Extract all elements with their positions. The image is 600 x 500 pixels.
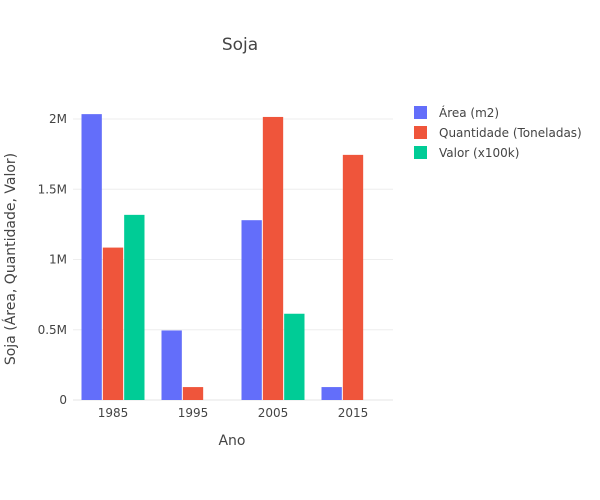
bar-2015-series-1[interactable] [342,154,364,400]
legend-item[interactable]: Valor (x100k) [414,146,519,160]
y-tick-label: 2M [49,112,67,126]
y-tick-label: 1.5M [38,182,67,196]
y-axis-title: Soja (Área, Quantidade, Valor) [2,153,19,365]
bar-2005-series-1[interactable] [262,116,284,400]
y-tick-label: 0 [59,393,67,407]
chart-title: Soja [222,35,258,55]
legend-item[interactable]: Área (m2) [414,105,499,120]
bar-1995-series-0[interactable] [161,330,182,400]
legend[interactable]: Área (m2) Quantidade (Toneladas) Valor (x1… [414,105,582,160]
legend-label: Área (m2) [439,105,499,120]
y-tick-label: 0.5M [38,323,67,337]
legend-label: Quantidade (Toneladas) [439,126,582,140]
legend-swatch [414,106,427,119]
bar-1985-series-1[interactable] [102,247,124,400]
x-tick-label: 1995 [178,406,209,420]
legend-swatch [414,126,427,139]
y-axis-ticks: 0 0.5M 1M 1.5M 2M [38,112,67,407]
bar-1995-series-1[interactable] [182,387,204,400]
bar-1985-series-2[interactable] [124,214,145,400]
x-axis-ticks: 1985 1995 2005 2015 [98,406,369,420]
bar-2005-series-2[interactable] [284,313,305,400]
bars [81,114,364,400]
legend-item[interactable]: Quantidade (Toneladas) [414,126,582,140]
legend-swatch [414,146,427,159]
bar-2005-series-0[interactable] [241,220,262,400]
bar-1985-series-0[interactable] [81,114,102,400]
x-tick-label: 1985 [98,406,129,420]
x-tick-label: 2005 [258,406,289,420]
bar-2015-series-0[interactable] [321,387,342,400]
x-axis-title: Ano [218,433,245,449]
x-tick-label: 2015 [338,406,369,420]
y-tick-label: 1M [49,253,67,267]
legend-label: Valor (x100k) [439,146,519,160]
